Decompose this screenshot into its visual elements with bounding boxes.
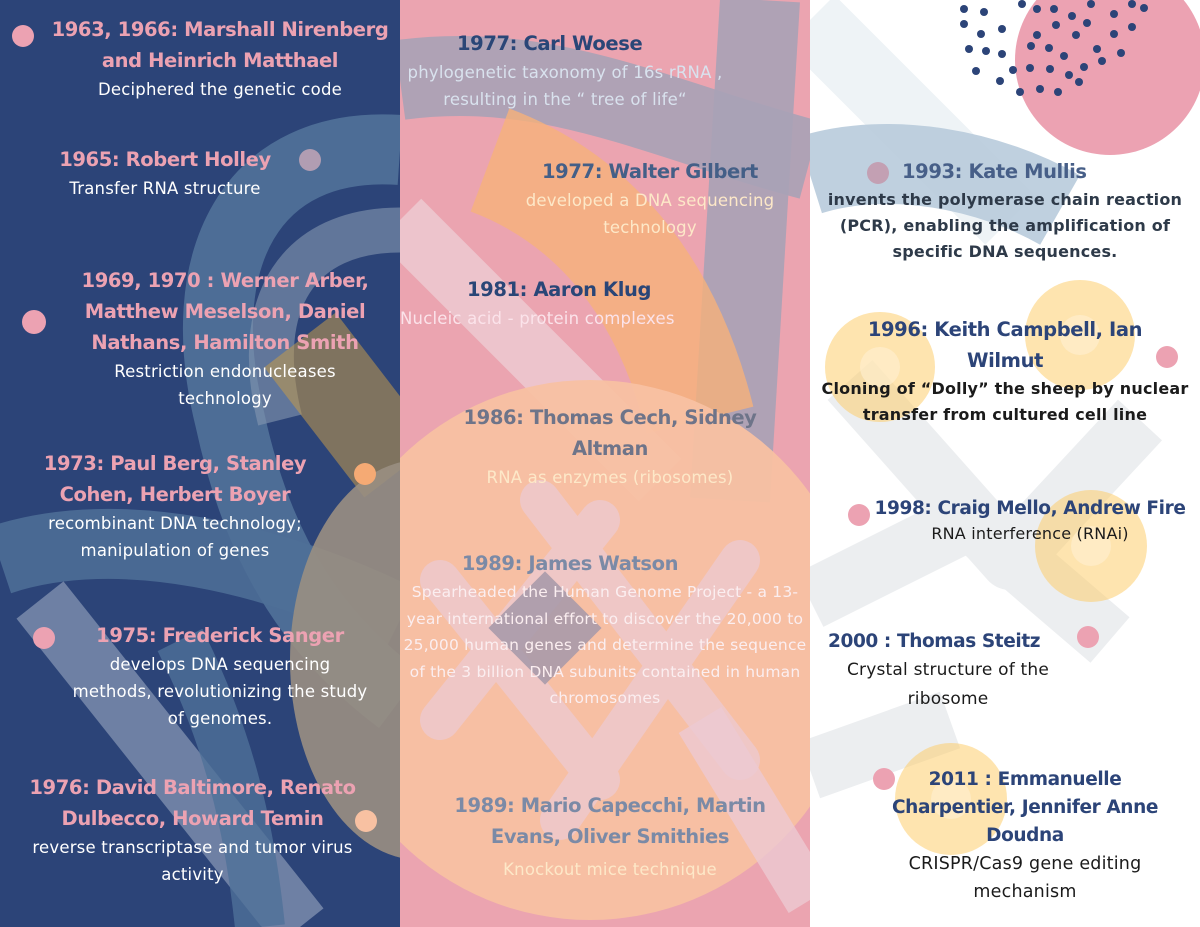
entry-description: Nucleic acid - protein complexes [400, 309, 675, 328]
middle-panel: 1977: Carl Woese phylogenetic taxonomy o… [400, 0, 810, 927]
entry-description: Spearheaded the Human Genome Project - a… [403, 583, 807, 707]
timeline-dot [1077, 626, 1099, 648]
timeline-dot [33, 627, 55, 649]
entry-title: 1963, 1966: Marshall Nirenberg and Heinr… [51, 18, 389, 72]
entry-description: phylogenetic taxonomy of 16s rRNA , resu… [407, 63, 723, 109]
entry-description: Transfer RNA structure [69, 179, 261, 198]
entry-description: reverse transcriptase and tumor virus ac… [32, 838, 353, 884]
entry-title: 1998: Craig Mello, Andrew Fire [874, 498, 1186, 519]
entry-title: 1981: Aaron Klug [467, 278, 652, 301]
timeline-dot [873, 768, 895, 790]
entry-title: 1969, 1970 : Werner Arber, Matthew Mesel… [81, 269, 369, 354]
entry-description: Deciphered the genetic code [97, 80, 342, 99]
entry-title: 1975: Frederick Sanger [96, 624, 344, 647]
timeline-entry: 1981: Aaron Klug Nucleic acid - protein … [400, 274, 750, 332]
timeline-dot [848, 504, 870, 526]
timeline-entry: 1993: Kate Mullis invents the polymerase… [810, 156, 1200, 265]
yellow-bubble [895, 743, 1007, 855]
timeline-entry: 1969, 1970 : Werner Arber, Matthew Mesel… [60, 265, 390, 412]
entry-description: RNA interference (RNAi) [931, 524, 1129, 543]
entry-description: RNA as enzymes (ribosomes) [486, 468, 734, 487]
timeline-entry: 1965: Robert Holley Transfer RNA structu… [20, 144, 310, 202]
timeline-entry: 1996: Keith Campbell, Ian Wilmut Cloning… [810, 314, 1200, 428]
entry-description: develops DNA sequencing methods, revolut… [72, 655, 368, 728]
entry-description: Knockout mice technique [503, 860, 717, 879]
timeline-entry: 1986: Thomas Cech, Sidney Altman RNA as … [420, 402, 800, 491]
entry-description: recombinant DNA technology; manipulation… [48, 514, 302, 560]
entry-description: Restriction endonucleases technology [114, 362, 336, 408]
entry-title: 1989: Mario Capecchi, Martin Evans, Oliv… [454, 794, 766, 848]
timeline-entry: 1998: Craig Mello, Andrew Fire RNA inter… [870, 496, 1190, 547]
timeline-entry: 1977: Walter Gilbert developed a DNA seq… [490, 156, 810, 241]
left-panel: 1963, 1966: Marshall Nirenberg and Heinr… [0, 0, 400, 927]
timeline-dot [1156, 346, 1178, 368]
timeline-dot [355, 810, 377, 832]
entry-title: 1993: Kate Mullis [902, 160, 1087, 183]
entry-description: developed a DNA sequencing technology [525, 191, 775, 237]
timeline-entry: 1977: Carl Woese phylogenetic taxonomy o… [400, 28, 730, 113]
entry-title: 1976: David Baltimore, Renato Dulbecco, … [29, 776, 356, 830]
timeline-entry: 1973: Paul Berg, Stanley Cohen, Herbert … [10, 448, 340, 564]
entry-description: Cloning of “Dolly” the sheep by nuclear … [821, 379, 1189, 424]
entry-title: 1977: Walter Gilbert [542, 160, 758, 183]
timeline-entry: 1976: David Baltimore, Renato Dulbecco, … [0, 772, 385, 888]
timeline-dot [299, 149, 321, 171]
timeline-entry: 2011 : Emmanuelle Charpentier, Jennifer … [870, 766, 1180, 906]
entry-title: 2011 : Emmanuelle Charpentier, Jennifer … [892, 769, 1158, 846]
timeline-dot [867, 162, 889, 184]
yellow-bubble [1025, 280, 1135, 390]
entry-description: CRISPR/Cas9 gene editing mechanism [908, 854, 1142, 902]
entry-description: invents the polymerase chain reaction (P… [827, 190, 1183, 261]
entry-title: 1973: Paul Berg, Stanley Cohen, Herbert … [43, 452, 307, 506]
entry-title: 1989: James Watson [461, 552, 679, 575]
yellow-bubble [825, 312, 935, 422]
entry-title: 2000 : Thomas Steitz [828, 631, 1041, 652]
right-panel: 1993: Kate Mullis invents the polymerase… [810, 0, 1200, 927]
timeline-dot [354, 463, 376, 485]
timeline-entry: 1989: James Watson Spearheaded the Human… [400, 548, 810, 712]
entry-title: 1965: Robert Holley [59, 148, 271, 171]
timeline-entry: 2000 : Thomas Steitz Crystal structure o… [828, 628, 1068, 714]
timeline-entry: 1963, 1966: Marshall Nirenberg and Heinr… [40, 14, 400, 103]
timeline-dot [12, 25, 34, 47]
timeline-entry: 1975: Frederick Sanger develops DNA sequ… [60, 620, 380, 732]
entry-title: 1996: Keith Campbell, Ian Wilmut [867, 318, 1143, 372]
entry-title: 1986: Thomas Cech, Sidney Altman [463, 406, 757, 460]
entry-title: 1977: Carl Woese [457, 32, 643, 55]
entry-description: Crystal structure of the ribosome [846, 660, 1050, 709]
timeline-dot [22, 310, 46, 334]
timeline-entry: 1989: Mario Capecchi, Martin Evans, Oliv… [420, 790, 800, 883]
yellow-bubble [1035, 490, 1147, 602]
